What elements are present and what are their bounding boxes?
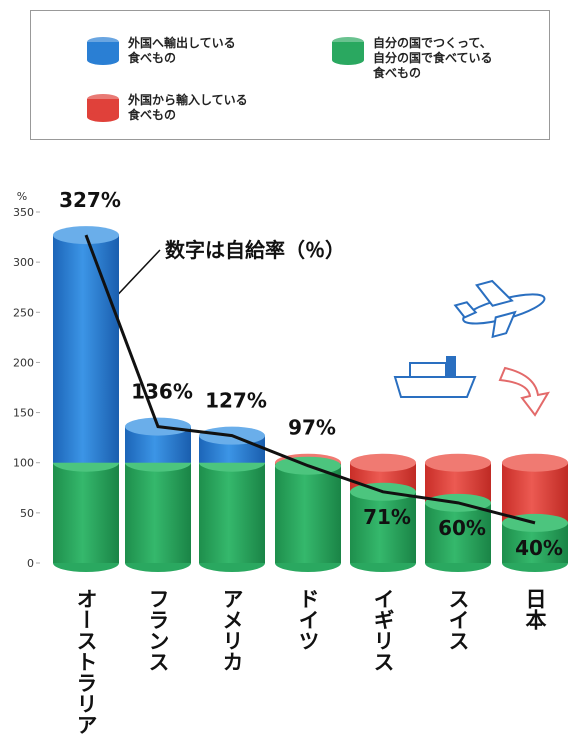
cylinder (275, 453, 341, 572)
cylinder (425, 453, 491, 572)
rate-line (84, 234, 536, 525)
decoration (107, 249, 551, 417)
legend-label: 自分の国でつくって、 自分の国で食べている 食べもの (373, 36, 493, 80)
y-tick-label: 150 (13, 407, 34, 420)
x-tick-label: イギリス (371, 588, 395, 672)
bar-domestic (350, 491, 416, 563)
value-label: 60% (438, 516, 486, 540)
cylinder (350, 453, 416, 572)
legend-swatch (87, 94, 119, 122)
bar-domestic (275, 465, 341, 563)
y-tick-label: 250 (13, 306, 34, 319)
x-tick-label: オーストラリア (74, 588, 98, 735)
legend: 外国へ輸出している 食べもの 自分の国でつくって、 自分の国で食べている 食べもの… (30, 10, 550, 140)
legend-label: 外国へ輸出している 食べもの (128, 36, 236, 65)
legend-item: 外国へ輸出している 食べもの (86, 36, 236, 66)
y-unit: % (17, 190, 27, 203)
value-label: 136% (131, 380, 193, 404)
x-tick-label: 日本 (523, 588, 547, 631)
annotation: 数字は自給率（％） (165, 238, 345, 262)
legend-label: 外国から輸入している 食べもの (128, 93, 248, 122)
legend-item: 外国から輸入している 食べもの (86, 93, 248, 123)
cylinder-top (425, 453, 491, 472)
cylinder-top (502, 453, 568, 472)
value-label: 127% (205, 389, 267, 413)
value-label: 97% (288, 416, 336, 440)
x-tick-label: フランス (146, 588, 170, 672)
cylinder (199, 426, 265, 572)
cylinder (502, 453, 568, 572)
cylinder-top (350, 453, 416, 472)
x-tick-label: ドイツ (296, 588, 320, 651)
value-label: 71% (363, 505, 411, 529)
legend-swatch (87, 37, 119, 65)
y-tick-label: 0 (27, 557, 34, 570)
cylinder (125, 417, 191, 572)
bar-export (53, 235, 119, 463)
bar-domestic (125, 462, 191, 563)
bar-domestic (425, 502, 491, 563)
y-tick-label: 200 (13, 356, 34, 369)
value-label: 40% (515, 536, 563, 560)
bar-domestic (199, 462, 265, 563)
bar-import (502, 462, 568, 523)
y-tick-label: 50 (20, 507, 34, 520)
y-tick-label: 350 (13, 206, 34, 219)
y-tick-label: 100 (13, 457, 34, 470)
legend-item: 自分の国でつくって、 自分の国で食べている 食べもの (331, 36, 493, 81)
y-tick-label: 300 (13, 256, 34, 269)
cylinder (53, 226, 119, 572)
x-tick-label: スイス (446, 588, 470, 651)
value-label: 327% (59, 188, 121, 212)
bar-domestic (53, 462, 119, 563)
legend-swatch (332, 37, 364, 65)
x-tick-label: アメリカ (220, 588, 244, 672)
